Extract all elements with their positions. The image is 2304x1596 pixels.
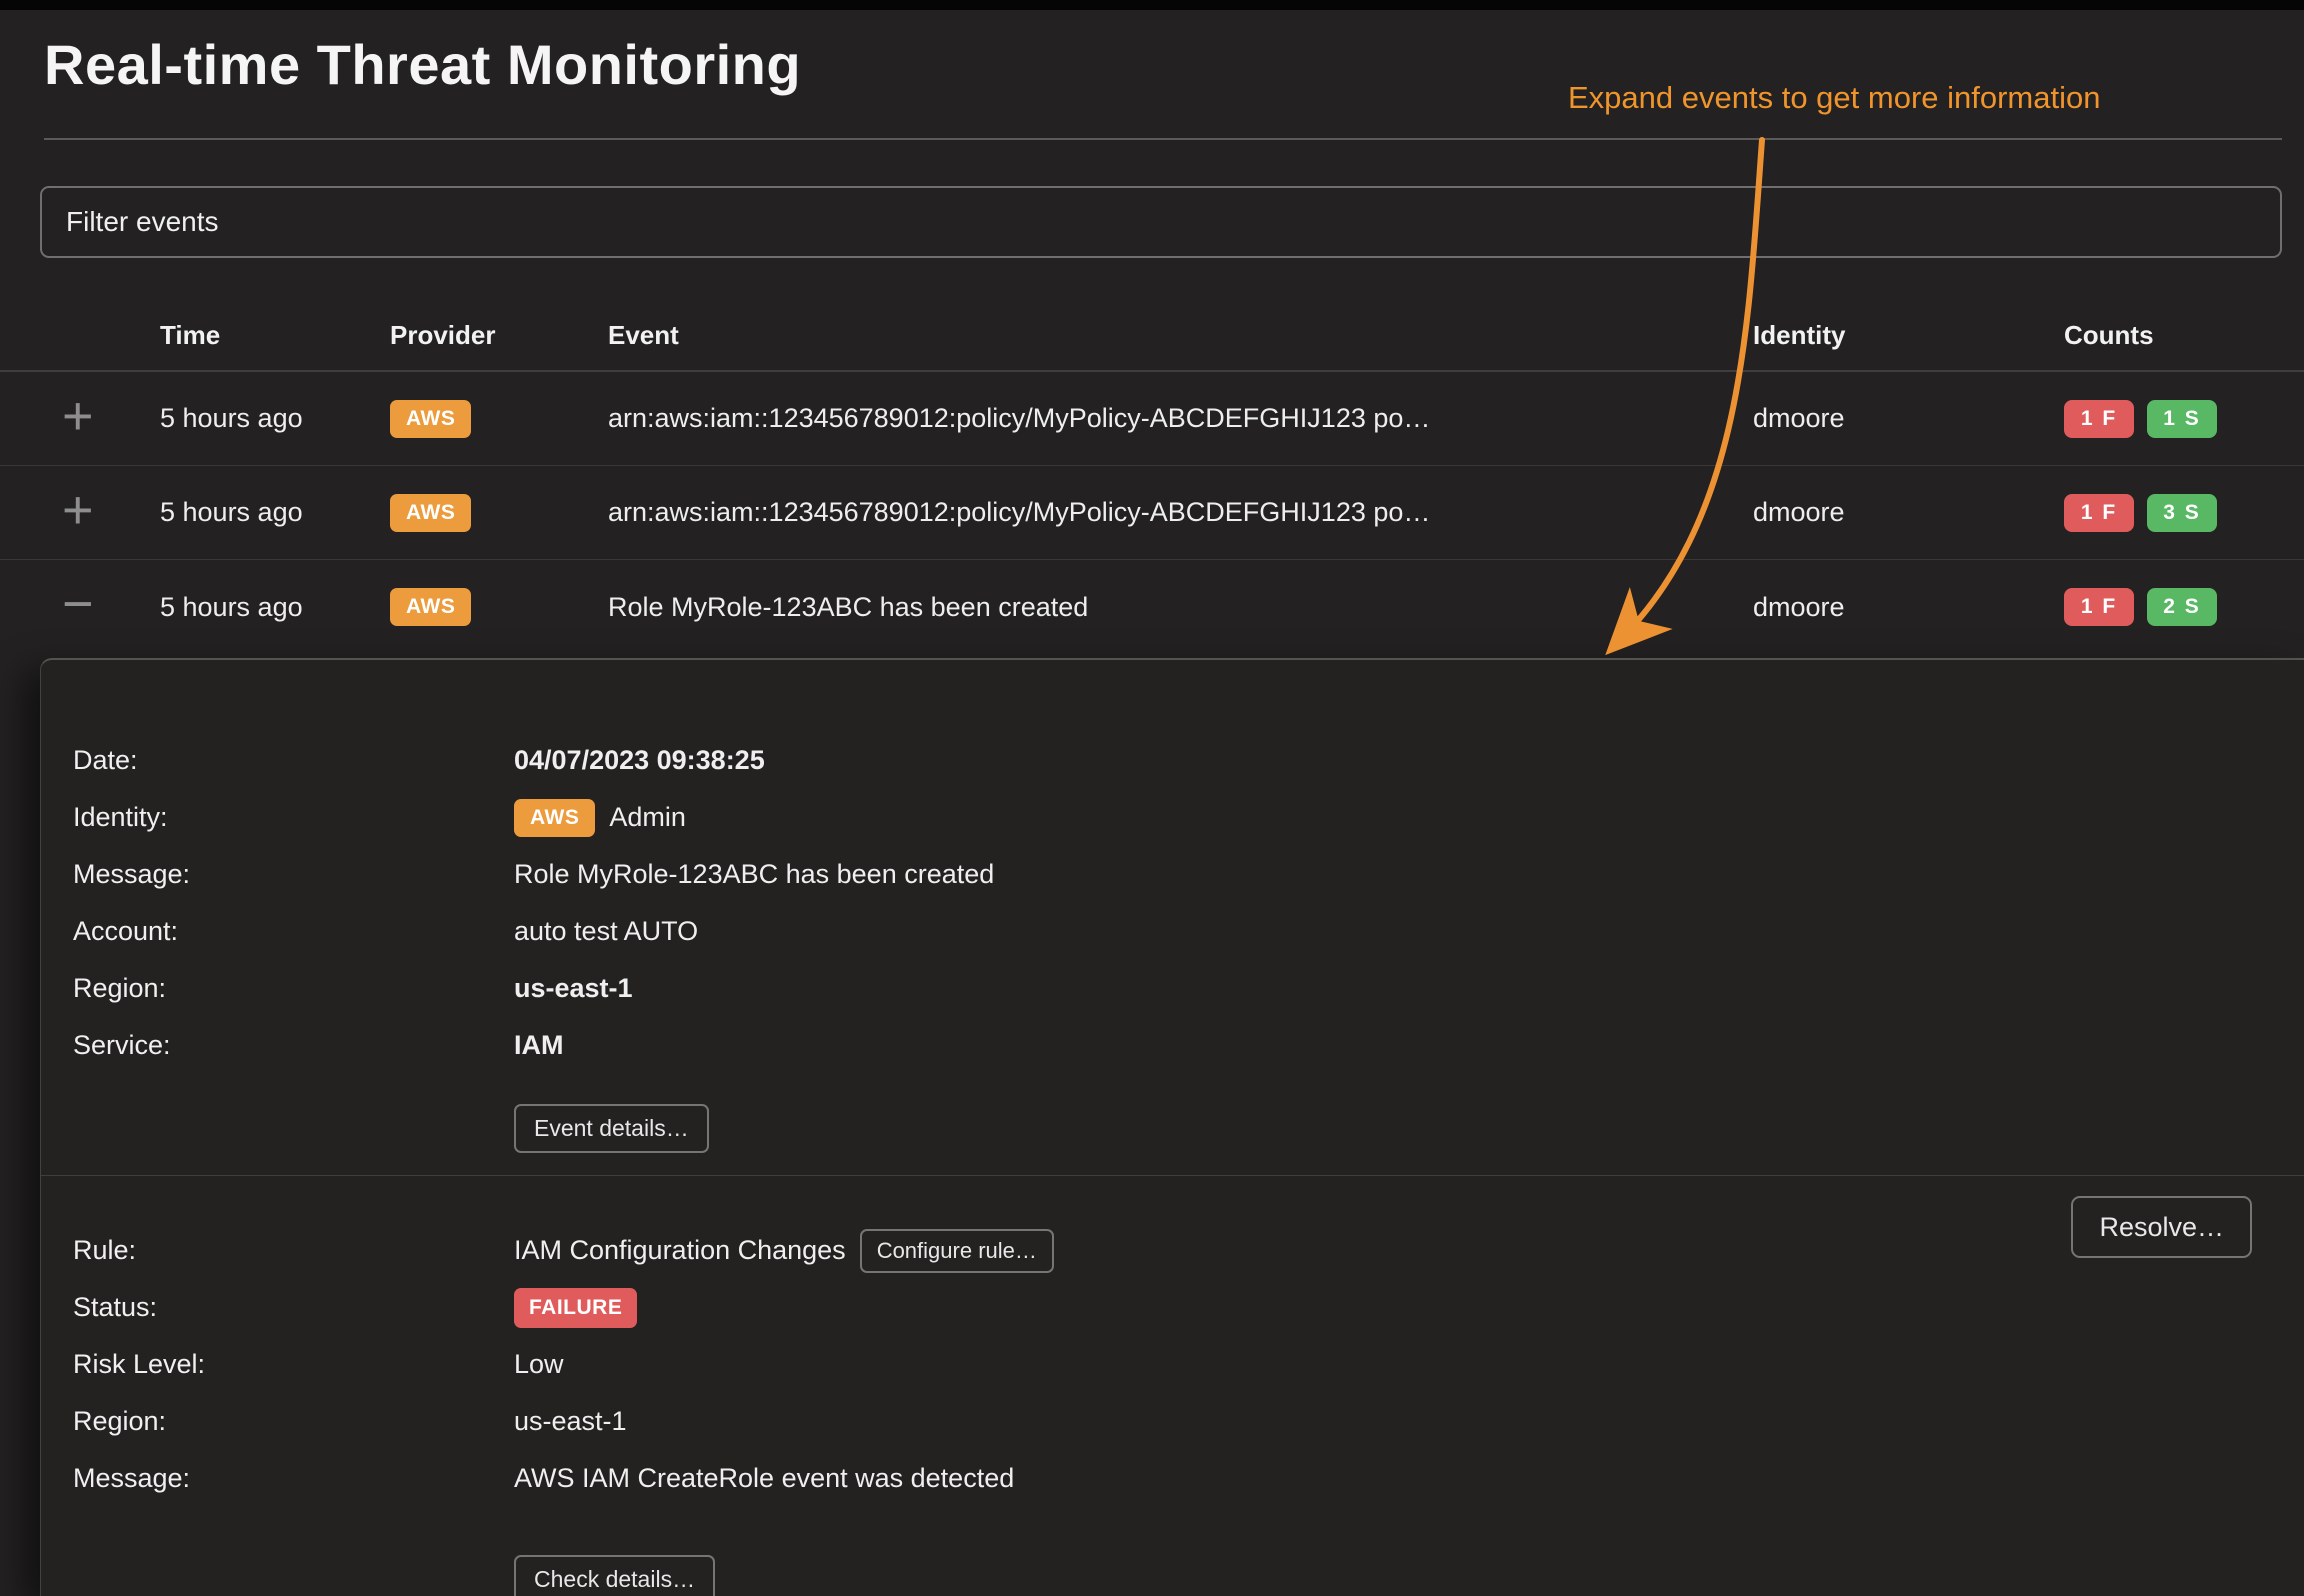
risk-level-label: Risk Level: xyxy=(73,1349,206,1379)
rule-value: IAM Configuration Changes xyxy=(514,1235,846,1265)
plus-icon[interactable]: + xyxy=(62,479,94,540)
date-label: Date: xyxy=(73,745,138,775)
service-label: Service: xyxy=(73,1030,171,1060)
rule-section: Rule: IAM Configuration Changes Configur… xyxy=(41,1176,2304,1507)
failure-count-badge: 1 F xyxy=(2064,399,2134,438)
event-time: 5 hours ago xyxy=(160,497,303,527)
rule-region-label: Region: xyxy=(73,1406,167,1436)
provider-badge: AWS xyxy=(390,588,472,626)
table-header-row: Time Provider Event Identity Counts xyxy=(0,300,2304,372)
status-badge: FAILURE xyxy=(514,1287,638,1328)
message-value: Role MyRole-123ABC has been created xyxy=(514,859,995,889)
success-count-badge: 1 S xyxy=(2147,399,2217,438)
col-header-event: Event xyxy=(608,319,679,350)
events-table: Time Provider Event Identity Counts + 5 … xyxy=(0,300,2304,654)
check-details-button[interactable]: Check details… xyxy=(514,1555,716,1596)
event-text: arn:aws:iam::123456789012:policy/MyPolic… xyxy=(608,497,1431,527)
event-row-1[interactable]: + 5 hours ago AWS arn:aws:iam::123456789… xyxy=(0,372,2304,466)
failure-count-badge: 1 F xyxy=(2064,493,2134,532)
provider-badge: AWS xyxy=(390,399,472,438)
status-label: Status: xyxy=(73,1292,158,1322)
event-identity: dmoore xyxy=(1753,591,1845,622)
event-time: 5 hours ago xyxy=(160,403,303,433)
col-header-identity: Identity xyxy=(1753,319,1846,350)
annotation-note: Expand events to get more information xyxy=(1568,80,2101,115)
event-details-button[interactable]: Event details… xyxy=(514,1104,709,1153)
identity-label: Identity: xyxy=(73,802,168,832)
col-header-provider: Provider xyxy=(390,319,496,350)
event-row-3-expanded[interactable]: − 5 hours ago AWS Role MyRole-123ABC has… xyxy=(0,560,2304,654)
event-detail-section: Date: 04/07/2023 09:38:25 Identity: AWS … xyxy=(41,660,2304,1074)
col-header-time: Time xyxy=(160,319,221,350)
region-value: us-east-1 xyxy=(514,973,633,1003)
event-identity: dmoore xyxy=(1753,403,1845,433)
rule-label: Rule: xyxy=(73,1235,137,1265)
identity-value: Admin xyxy=(609,802,686,832)
configure-rule-button[interactable]: Configure rule… xyxy=(859,1228,1054,1273)
plus-icon[interactable]: + xyxy=(62,385,94,446)
event-text: Role MyRole-123ABC has been created xyxy=(608,591,1089,622)
window-top-edge xyxy=(0,0,2304,10)
failure-count-badge: 1 F xyxy=(2064,588,2134,626)
resolve-button[interactable]: Resolve… xyxy=(2071,1196,2252,1258)
rule-message-label: Message: xyxy=(73,1463,191,1493)
minus-icon[interactable]: − xyxy=(62,574,94,634)
page-title: Real-time Threat Monitoring xyxy=(44,33,802,96)
panel-divider xyxy=(41,1175,2304,1176)
provider-badge: AWS xyxy=(390,493,472,532)
success-count-badge: 3 S xyxy=(2147,493,2217,532)
region-label: Region: xyxy=(73,973,167,1003)
provider-badge: AWS xyxy=(514,798,596,837)
event-identity: dmoore xyxy=(1753,497,1845,527)
rule-message-value: AWS IAM CreateRole event was detected xyxy=(514,1463,1015,1493)
message-label: Message: xyxy=(73,859,191,889)
account-value: auto test AUTO xyxy=(514,916,699,946)
event-detail-panel: Date: 04/07/2023 09:38:25 Identity: AWS … xyxy=(40,658,2304,1596)
success-count-badge: 2 S xyxy=(2147,588,2217,626)
service-value: IAM xyxy=(514,1030,564,1060)
date-value: 04/07/2023 09:38:25 xyxy=(514,745,765,775)
risk-level-value: Low xyxy=(514,1349,564,1379)
col-header-counts: Counts xyxy=(2064,319,2154,350)
filter-events-input[interactable] xyxy=(40,186,2282,258)
account-label: Account: xyxy=(73,916,179,946)
event-text: arn:aws:iam::123456789012:policy/MyPolic… xyxy=(608,403,1431,433)
header-divider xyxy=(44,138,2282,140)
event-row-2[interactable]: + 5 hours ago AWS arn:aws:iam::123456789… xyxy=(0,466,2304,560)
rule-region-value: us-east-1 xyxy=(514,1406,627,1436)
event-time: 5 hours ago xyxy=(160,591,303,622)
